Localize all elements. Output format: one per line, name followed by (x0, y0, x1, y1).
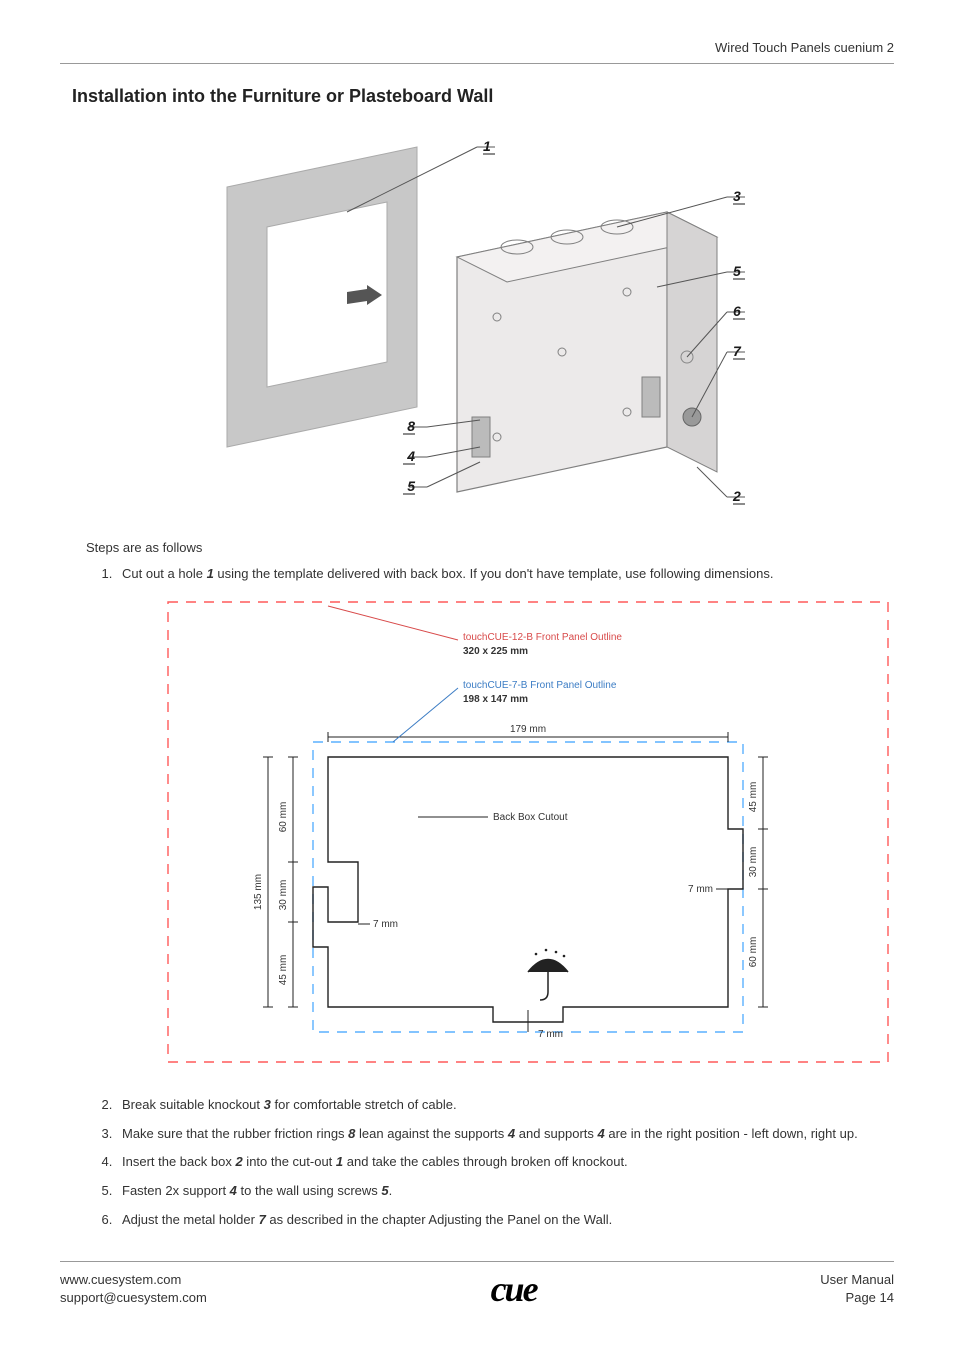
steps-intro: Steps are as follows (86, 540, 894, 555)
svg-text:4: 4 (406, 448, 415, 464)
svg-text:5: 5 (407, 478, 415, 494)
footer-rule (60, 1261, 894, 1262)
svg-text:6: 6 (733, 303, 741, 319)
svg-text:179 mm: 179 mm (510, 724, 546, 735)
svg-text:45 mm: 45 mm (748, 782, 759, 813)
step-item: Break suitable knockout 3 for comfortabl… (116, 1096, 894, 1115)
footer-url: www.cuesystem.com (60, 1271, 207, 1289)
svg-text:45 mm: 45 mm (278, 955, 289, 986)
svg-text:30 mm: 30 mm (748, 847, 759, 878)
footer-right: User Manual Page 14 (820, 1271, 894, 1307)
svg-text:3: 3 (733, 188, 741, 204)
svg-text:2: 2 (732, 488, 741, 504)
svg-text:1: 1 (483, 138, 491, 154)
svg-text:7 mm: 7 mm (538, 1029, 563, 1040)
svg-text:touchCUE-12-B Front Panel Outl: touchCUE-12-B Front Panel Outline (463, 632, 622, 643)
footer-page: Page 14 (820, 1289, 894, 1307)
svg-text:5: 5 (733, 263, 741, 279)
section-heading: Installation into the Furniture or Plast… (72, 86, 894, 107)
step-item: Fasten 2x support 4 to the wall using sc… (116, 1182, 894, 1201)
doc-header: Wired Touch Panels cuenium 2 (60, 40, 894, 55)
step-item: Adjust the metal holder 7 as described i… (116, 1211, 894, 1230)
doc-title: Wired Touch Panels cuenium 2 (715, 40, 894, 55)
header-rule (60, 63, 894, 64)
svg-text:Back Box Cutout: Back Box Cutout (493, 812, 568, 823)
svg-text:touchCUE-7-B Front Panel Outli: touchCUE-7-B Front Panel Outline (463, 680, 617, 691)
exploded-illustration: 1 3 5 6 7 8 4 5 2 (60, 117, 894, 520)
cutout-diagram: 179 mm 135 mm 60 mm 30 mm 45 mm 45 mm 30 mm 60 … (158, 592, 894, 1078)
svg-text:60 mm: 60 mm (278, 802, 289, 833)
svg-text:7: 7 (733, 343, 742, 359)
step-item: Cut out a hole 1 using the template deli… (116, 565, 894, 1078)
steps-list: Cut out a hole 1 using the template deli… (116, 565, 894, 1230)
svg-text:7 mm: 7 mm (373, 919, 398, 930)
svg-text:30 mm: 30 mm (278, 880, 289, 911)
footer-left: www.cuesystem.com support@cuesystem.com (60, 1271, 207, 1307)
footer-email: support@cuesystem.com (60, 1289, 207, 1307)
step-item: Make sure that the rubber friction rings… (116, 1125, 894, 1144)
step-item: Insert the back box 2 into the cut-out 1… (116, 1153, 894, 1172)
brand-logo: cue (491, 1268, 537, 1310)
svg-text:60 mm: 60 mm (748, 937, 759, 968)
svg-text:135 mm: 135 mm (253, 874, 264, 910)
footer-manual: User Manual (820, 1271, 894, 1289)
svg-text:198 x 147 mm: 198 x 147 mm (463, 694, 528, 705)
svg-text:7 mm: 7 mm (688, 884, 713, 895)
svg-text:320 x 225 mm: 320 x 225 mm (463, 646, 528, 657)
page-footer: www.cuesystem.com support@cuesystem.com … (60, 1261, 894, 1310)
svg-text:8: 8 (407, 418, 415, 434)
